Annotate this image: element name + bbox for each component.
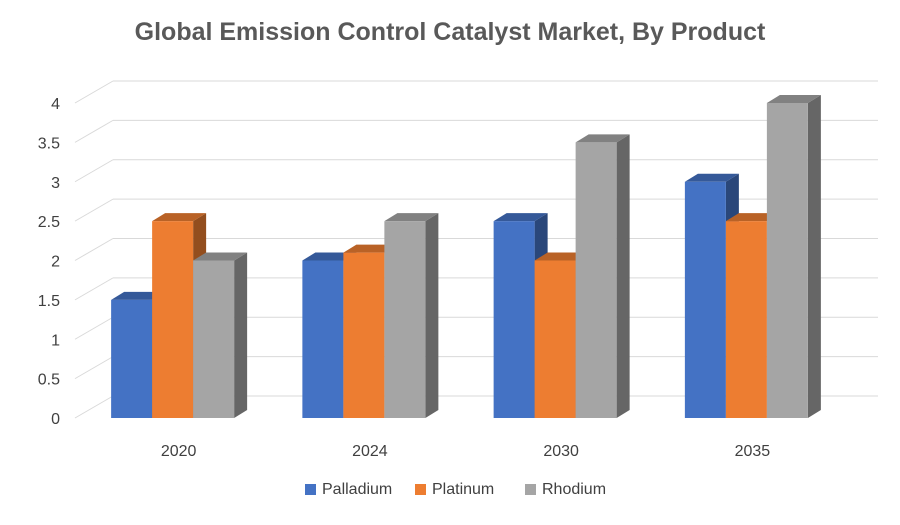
bar-side	[616, 134, 630, 418]
bar-top	[725, 213, 780, 222]
y-tick-label: 2	[51, 254, 60, 271]
bar	[493, 221, 535, 418]
legend-swatch	[415, 484, 426, 495]
bar	[725, 221, 767, 418]
legend-label: Rhodium	[542, 481, 606, 498]
legend-swatch	[525, 484, 536, 495]
bar	[384, 221, 426, 418]
bar-top	[193, 252, 248, 261]
bar	[534, 260, 576, 418]
x-tick-label: 2035	[735, 443, 771, 460]
y-tick-label: 1.5	[38, 293, 60, 310]
bar-top	[684, 173, 739, 182]
bar-top	[493, 213, 548, 222]
gridline-wall	[74, 238, 114, 261]
bar	[766, 103, 808, 418]
bar-side	[425, 213, 439, 418]
bar	[302, 260, 344, 418]
bar	[684, 181, 726, 418]
bar-top	[575, 134, 630, 143]
bar	[152, 221, 194, 418]
bar	[343, 252, 385, 418]
bar-top	[384, 213, 439, 222]
y-tick-label: 3.5	[38, 135, 60, 152]
legend-swatch	[305, 484, 316, 495]
bar-top	[152, 213, 207, 222]
chart-title: Global Emission Control Catalyst Market,…	[134, 18, 766, 46]
bar-top	[343, 244, 398, 253]
gridline-wall	[74, 80, 114, 104]
bar	[111, 299, 153, 418]
bar-top	[111, 291, 166, 300]
bar-top	[534, 252, 589, 261]
gridline-wall	[74, 316, 114, 340]
gridline-wall	[74, 356, 114, 380]
bar	[193, 260, 235, 418]
legend-label: Platinum	[432, 481, 494, 498]
x-tick-label: 2030	[543, 443, 579, 460]
bar	[575, 142, 617, 418]
x-tick-label: 2020	[161, 443, 197, 460]
y-tick-label: 3	[51, 175, 60, 192]
bar-top	[766, 95, 821, 103]
y-tick-label: 2.5	[38, 214, 60, 231]
bar-side	[234, 252, 248, 418]
y-tick-label: 4	[51, 96, 60, 113]
y-tick-label: 0.5	[38, 372, 60, 389]
y-tick-label: 0	[51, 411, 60, 428]
x-tick-label: 2024	[352, 443, 388, 460]
bar-side	[807, 95, 821, 418]
gridline-wall	[74, 277, 114, 301]
legend-label: Palladium	[322, 481, 392, 498]
gridline-wall	[74, 159, 114, 183]
gridline-wall	[74, 395, 114, 419]
y-tick-label: 1	[51, 332, 60, 349]
bar-top	[302, 252, 357, 261]
gridline-wall	[74, 119, 114, 143]
gridline-wall	[74, 198, 114, 222]
